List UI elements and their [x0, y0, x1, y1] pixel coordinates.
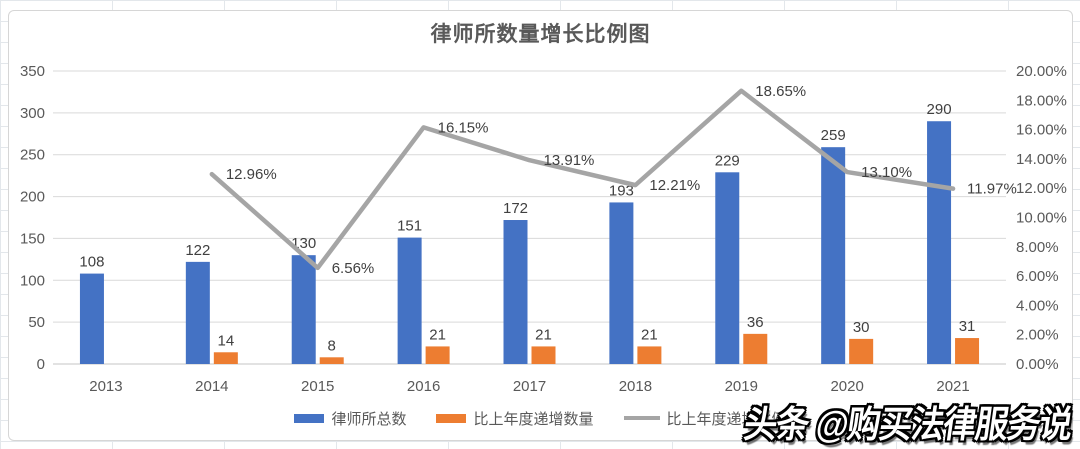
left-axis-tick-label: 50 — [28, 314, 45, 331]
left-axis-tick-label: 100 — [20, 272, 45, 289]
bar-value-label: 21 — [535, 326, 552, 343]
legend-label-total: 律师所总数 — [331, 410, 407, 428]
bar-increase-2014 — [213, 352, 238, 364]
bar-value-label: 31 — [959, 318, 976, 335]
legend-item-ratio[interactable]: 比上年度递增比例 — [623, 408, 787, 429]
chart-title: 律师所数量增长比例图 — [430, 23, 651, 46]
left-axis-tick-label: 200 — [20, 189, 45, 206]
bar-increase-2020 — [849, 338, 874, 364]
chart-object[interactable]: 律师所数量增长比例图 0 50 100 150 200 250 300 350 0.00% 2.0… — [8, 10, 1073, 441]
bar-increase-2016 — [425, 346, 450, 364]
chart-legend: 律师所总数 比上年度递增数量 比上年度递增比例 — [9, 406, 1072, 430]
right-axis-tick-label: 14.00% — [1016, 151, 1067, 168]
bar-increase-2018 — [637, 346, 662, 364]
chart-plot-area: 0 50 100 150 200 250 300 350 0.00% 2.00% 4.00% 6.00… — [20, 63, 1067, 395]
line-value-label: 13.91% — [544, 152, 595, 169]
bar-increase-2017 — [531, 346, 556, 364]
x-axis-label: 2013 — [89, 378, 122, 395]
x-axis-label: 2014 — [195, 378, 228, 395]
bar-total-2021 — [927, 121, 952, 364]
legend-swatch-total-bar — [294, 413, 325, 423]
line-value-label: 12.96% — [226, 166, 277, 183]
legend-item-increase[interactable]: 比上年度递增数量 — [436, 408, 594, 429]
right-axis-tick-label: 0.00% — [1016, 356, 1059, 373]
bar-value-label: 259 — [821, 127, 846, 144]
right-axis-tick-label: 10.00% — [1016, 210, 1067, 227]
bar-increase-2015 — [319, 357, 344, 364]
line-value-label: 11.97% — [967, 181, 1017, 198]
bar-total-2016 — [397, 237, 422, 364]
legend-swatch-increase-bar — [436, 413, 467, 423]
bar-total-2015 — [291, 255, 316, 364]
bar-increase-2019 — [743, 333, 768, 364]
bar-value-label: 108 — [79, 254, 104, 271]
line-value-label: 13.10% — [861, 164, 912, 181]
line-value-label: 6.56% — [332, 260, 375, 277]
left-axis-tick-label: 350 — [20, 63, 45, 80]
bar-value-label: 14 — [217, 332, 234, 349]
right-axis-tick-label: 16.00% — [1016, 122, 1067, 139]
right-axis-tick-label: 20.00% — [1016, 63, 1067, 80]
bar-value-label: 21 — [641, 326, 658, 343]
bar-value-label: 122 — [185, 242, 210, 259]
watermark: 头条 @购买法律服务说 — [741, 403, 1075, 445]
bar-value-label: 290 — [927, 101, 952, 118]
right-axis-tick-label: 12.00% — [1016, 180, 1067, 197]
x-axis-label: 2018 — [619, 378, 652, 395]
x-axis-label: 2016 — [407, 378, 440, 395]
x-axis-label: 2019 — [725, 378, 758, 395]
bar-total-2018 — [609, 202, 634, 364]
bar-value-label: 172 — [503, 200, 528, 217]
bar-increase-2021 — [955, 338, 980, 364]
x-axis-label: 2015 — [301, 378, 334, 395]
left-axis-tick-label: 250 — [20, 147, 45, 164]
bar-value-label: 30 — [853, 319, 870, 336]
legend-label-increase: 比上年度递增数量 — [473, 410, 594, 428]
bar-value-label: 229 — [715, 152, 740, 169]
left-axis-tick-label: 150 — [20, 230, 45, 247]
legend-label-ratio: 比上年度递增比例 — [666, 410, 787, 428]
bar-value-label: 193 — [609, 182, 634, 199]
bar-value-label: 8 — [328, 337, 336, 354]
ratio-line — [209, 88, 956, 271]
line-value-label: 12.21% — [649, 177, 700, 194]
x-axis-label: 2021 — [936, 378, 969, 395]
right-axis-tick-label: 8.00% — [1016, 239, 1059, 256]
right-axis-tick-label: 4.00% — [1016, 297, 1059, 314]
bar-value-label: 151 — [397, 218, 422, 235]
bar-total-2013 — [79, 273, 104, 364]
bar-total-2017 — [503, 220, 528, 364]
bar-total-2020 — [821, 147, 846, 364]
right-axis-tick-label: 18.00% — [1016, 92, 1067, 109]
line-value-label: 16.15% — [438, 119, 489, 136]
left-axis-tick-label: 300 — [20, 105, 45, 122]
right-axis-tick-label: 6.00% — [1016, 268, 1059, 285]
legend-item-total[interactable]: 律师所总数 — [294, 408, 406, 429]
bar-total-2014 — [185, 261, 210, 364]
left-axis-tick-label: 0 — [37, 356, 45, 373]
x-axis-label: 2017 — [513, 378, 546, 395]
right-axis-tick-label: 2.00% — [1016, 327, 1059, 344]
legend-swatch-ratio-line — [623, 416, 660, 420]
bar-total-2019 — [715, 172, 740, 364]
x-axis-label: 2020 — [830, 378, 863, 395]
bar-value-label: 36 — [747, 314, 764, 331]
bar-value-label: 21 — [429, 326, 446, 343]
line-value-label: 18.65% — [755, 83, 806, 100]
